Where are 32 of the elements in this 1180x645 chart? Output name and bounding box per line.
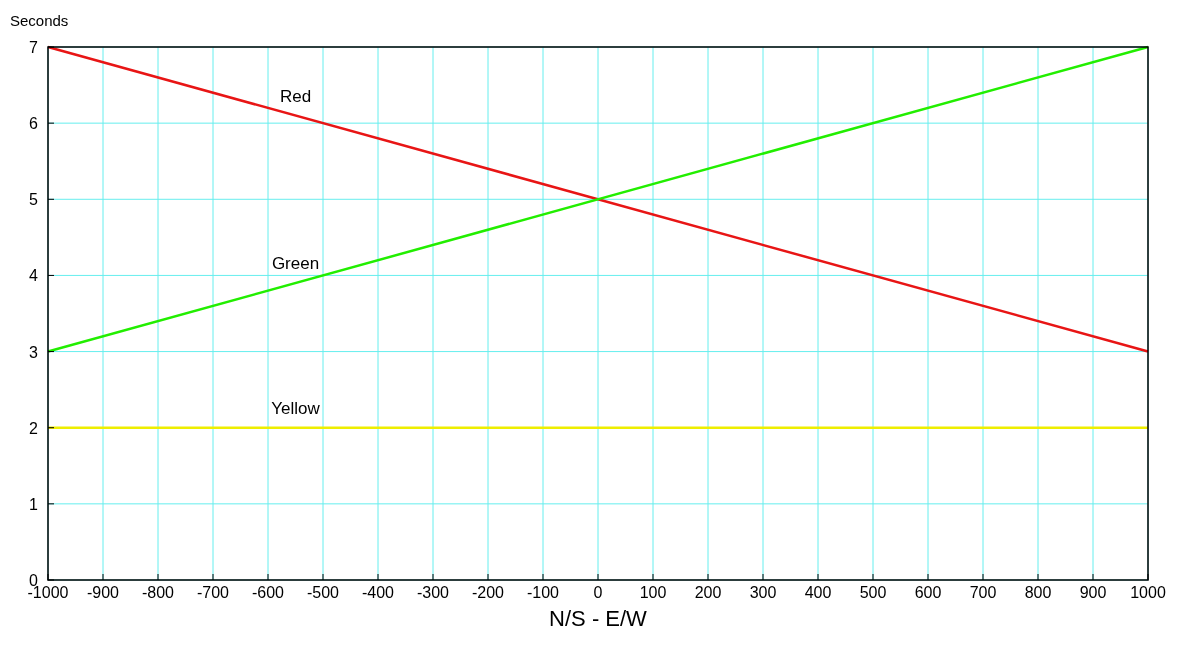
x-tick-label: 1000 — [1130, 584, 1166, 601]
x-tick-label: -400 — [361, 584, 395, 601]
series-label: Green — [271, 254, 320, 274]
x-tick-label: 0 — [593, 584, 603, 601]
y-tick-label: 1 — [29, 495, 39, 513]
x-tick-label: 500 — [859, 584, 887, 601]
x-tick-label: -500 — [306, 584, 340, 601]
x-tick-label: 600 — [914, 584, 942, 601]
x-tick-label: 100 — [639, 584, 667, 601]
x-tick-label: -800 — [141, 584, 175, 601]
y-tick-label: 6 — [29, 115, 39, 133]
y-tick-label: 7 — [29, 39, 39, 56]
x-tick-label: 700 — [969, 584, 997, 601]
x-tick-label: 900 — [1079, 584, 1107, 601]
series-label: Red — [279, 86, 312, 106]
y-axis-title: Seconds — [10, 12, 69, 29]
x-tick-label: -700 — [196, 584, 230, 601]
x-tick-label: -200 — [471, 584, 505, 601]
x-tick-label: 800 — [1024, 584, 1052, 601]
x-axis-title: N/S - E/W — [549, 606, 648, 631]
x-tick-label: -900 — [86, 584, 120, 601]
x-tick-label: 200 — [694, 584, 722, 601]
x-tick-label: -100 — [526, 584, 560, 601]
x-tick-label: -600 — [251, 584, 285, 601]
y-tick-label: 4 — [29, 267, 39, 285]
y-tick-label: 3 — [29, 343, 39, 361]
x-tick-label: 300 — [749, 584, 777, 601]
y-tick-label: 2 — [29, 419, 39, 437]
y-tick-label: 5 — [29, 191, 39, 209]
x-tick-label: -300 — [416, 584, 450, 601]
series-label: Yellow — [271, 398, 321, 418]
x-tick-label: 400 — [804, 584, 832, 601]
